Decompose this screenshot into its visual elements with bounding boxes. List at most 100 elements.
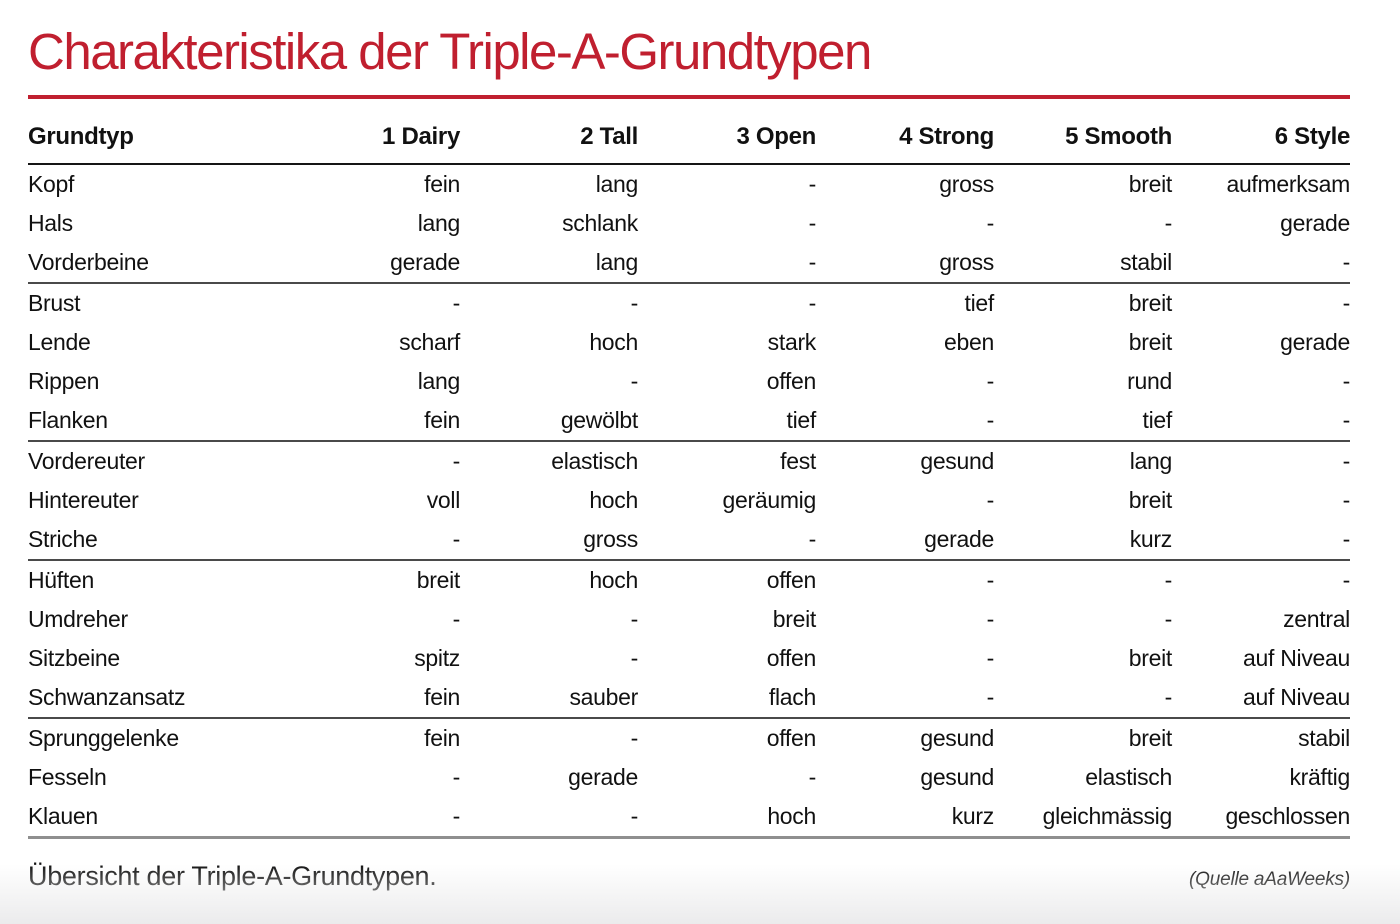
table-row: Fesseln - gerade - gesund elastisch kräftig (28, 758, 1350, 797)
table-cell: breit (1128, 487, 1173, 514)
table-source: (Quelle aAaWeeks) (1189, 869, 1350, 891)
table-cell: geräumig (722, 487, 817, 514)
table-cell: - (986, 606, 995, 633)
table-cell: - (452, 290, 461, 317)
table-cell: - (808, 210, 817, 237)
table-cell: rund (1127, 368, 1172, 395)
row-label: Flanken (28, 401, 282, 443)
table-cell: gross (460, 520, 638, 562)
table-cell: - (986, 210, 995, 237)
table-cell: - (1164, 567, 1173, 594)
table-cell: gross (939, 171, 994, 198)
table-cell: breit (1128, 329, 1173, 356)
table-cell: - (452, 764, 461, 791)
table-row: Striche - gross - gerade kurz - (28, 520, 1350, 562)
row-label: Striche (28, 520, 282, 562)
table-row: Sitzbeine spitz - offen - breit auf Niveau (28, 639, 1350, 678)
table-cell: gesund (920, 448, 994, 475)
table-cell: - (986, 368, 995, 395)
table-cell: breit (1128, 171, 1173, 198)
table-cell: - (816, 401, 994, 443)
table-cell: - (986, 487, 995, 514)
table-row: Vorderbeine gerade lang - gross stabil - (28, 243, 1350, 285)
table-cell: breit (416, 567, 461, 594)
table-cell: - (630, 290, 639, 317)
table-cell: voll (426, 487, 461, 514)
table-cell: - (282, 797, 460, 840)
table-cell: - (1172, 520, 1350, 562)
table-cell: - (1342, 448, 1351, 475)
table-cell: hoch (589, 329, 638, 356)
table-row: Schwanzansatz fein sauber flach - - auf Niveau (28, 678, 1350, 720)
row-label: Brust (28, 290, 81, 317)
table-cell: gerade (568, 764, 638, 791)
table-cell: spitz (414, 645, 460, 672)
column-header: 3 Open (638, 123, 816, 166)
table-row: Umdreher - - breit - - zentral (28, 600, 1350, 639)
table-cell: - (630, 725, 639, 752)
table-cell: zentral (1283, 606, 1350, 633)
table-row: Lende scharf hoch stark eben breit gerade (28, 323, 1350, 362)
table-cell: lang (417, 210, 461, 237)
table-cell: - (630, 368, 639, 395)
table-cell: stark (767, 329, 817, 356)
table-cell: breit (1128, 645, 1173, 672)
table-cell: fest (780, 448, 816, 475)
table-cell: stabil (1298, 725, 1350, 752)
table-cell: - (1172, 401, 1350, 443)
table-cell: lang (460, 243, 638, 285)
table-row: Brust - - - tief breit - (28, 283, 1350, 323)
table-cell: - (282, 520, 460, 562)
table-cell: scharf (399, 329, 460, 356)
table-cell: offen (766, 725, 817, 752)
table-cell: sauber (460, 678, 638, 720)
table-cell: hoch (638, 797, 816, 840)
table-cell: gewölbt (460, 401, 638, 443)
table-cell: breit (1128, 290, 1173, 317)
table-cell: kräftig (1289, 764, 1350, 791)
table-cell: hoch (589, 487, 638, 514)
title-rule (28, 95, 1350, 100)
table-cell: - (1164, 606, 1173, 633)
table-cell: gleichmässig (994, 797, 1172, 840)
table-row: Sprunggelenke fein - offen gesund breit stabil (28, 718, 1350, 758)
row-label: Hals (28, 210, 73, 237)
table-cell: tief (994, 401, 1172, 443)
table-row: Hals lang schlank - - - gerade (28, 204, 1350, 243)
column-header: 1 Dairy (282, 123, 460, 166)
table-cell: lang (1129, 448, 1173, 475)
table-cell: - (808, 171, 817, 198)
table-cell: gross (816, 243, 994, 285)
column-header: 2 Tall (460, 123, 638, 166)
table-cell: - (1342, 567, 1351, 594)
table-cell: auf Niveau (1243, 645, 1350, 672)
row-label: Vordereuter (28, 448, 145, 475)
table-cell: - (994, 678, 1172, 720)
table-cell: gerade (282, 243, 460, 285)
table-cell: - (638, 243, 816, 285)
table-cell: - (986, 645, 995, 672)
table-cell: tief (638, 401, 816, 443)
table-caption: Übersicht der Triple-A-Grundtypen. (28, 861, 437, 892)
row-label: Rippen (28, 368, 100, 395)
row-label: Hüften (28, 567, 94, 594)
table-cell: - (1342, 290, 1351, 317)
table-cell: flach (638, 678, 816, 720)
table-row: Kopf fein lang - gross breit aufmerksam (28, 164, 1350, 204)
table-cell: - (1164, 210, 1173, 237)
table-cell: kurz (994, 520, 1172, 562)
table-cell: breit (1128, 725, 1173, 752)
table-cell: tief (964, 290, 995, 317)
table-cell: fein (282, 678, 460, 720)
table-row: Flanken fein gewölbt tief - tief - (28, 401, 1350, 443)
characteristics-table: Grundtyp 1 Dairy 2 Tall 3 Open 4 Strong 5 Smo… (28, 123, 1351, 840)
row-label: Hintereuter (28, 487, 139, 514)
table-cell: auf Niveau (1172, 678, 1350, 720)
header-row: Grundtyp 1 Dairy 2 Tall 3 Open 4 Strong 5 Smo… (28, 123, 1350, 166)
column-header: 4 Strong (816, 123, 994, 166)
table-cell: - (452, 448, 461, 475)
table-cell: - (1342, 368, 1351, 395)
table-body: Kopf fein lang - gross breit aufmerksam Hals lan… (28, 164, 1351, 840)
column-header: 6 Style (1172, 123, 1350, 166)
table-cell: fein (424, 725, 460, 752)
